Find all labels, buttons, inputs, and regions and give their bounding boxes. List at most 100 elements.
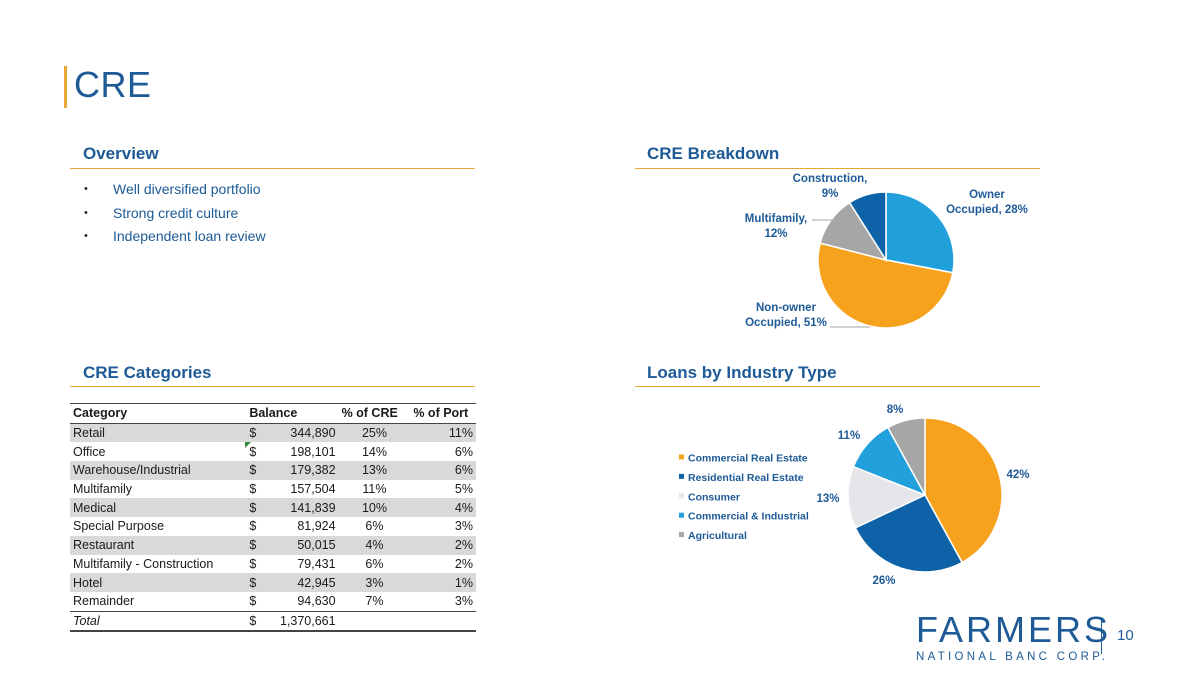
page-title: CRE bbox=[74, 64, 152, 105]
pct-cre-cell: 6% bbox=[365, 519, 384, 534]
bullet-icon: • bbox=[84, 183, 88, 195]
balance-cell: 81,924 bbox=[297, 519, 336, 534]
table-row: Restaurant $50,015 4% 2% bbox=[70, 535, 476, 555]
industry-divider bbox=[635, 386, 1040, 387]
data-label-construction: Construction, 9% bbox=[793, 173, 868, 200]
pie-slice-commercial-real-estate bbox=[924, 417, 1003, 564]
balance-cell: 179,382 bbox=[262, 461, 339, 480]
table-row: Warehouse/Industrial $179,382 13% 6% bbox=[70, 461, 476, 480]
overview-bullet-list: • Well diversified portfolio • Strong cred… bbox=[84, 178, 266, 249]
logo-subtitle: NATIONAL BANC CORP. bbox=[916, 651, 1109, 663]
table-row: Special Purpose $81,924 6% 3% bbox=[70, 517, 476, 536]
categories-divider bbox=[70, 386, 475, 387]
balance-cell: 79,431 bbox=[297, 556, 336, 571]
pct-port-cell: 3% bbox=[454, 594, 473, 609]
total-label-cell: Total bbox=[70, 610, 247, 633]
balance-cell: 198,101 bbox=[290, 444, 336, 459]
pct-port-cell: 1% bbox=[410, 573, 476, 592]
column-header: % of Port bbox=[410, 403, 476, 424]
empty-cell bbox=[410, 610, 476, 633]
table-row: Medical $141,839 10% 4% bbox=[70, 498, 476, 518]
balance-cell: 94,630 bbox=[297, 594, 336, 609]
currency-cell: $ bbox=[249, 482, 257, 497]
data-label-line: 12% bbox=[764, 228, 787, 240]
breakdown-divider bbox=[635, 168, 1040, 169]
data-label-multifamily: Multifamily, 12% bbox=[745, 213, 807, 240]
page-number: 10 bbox=[1117, 627, 1134, 644]
category-cell: Multifamily - Construction bbox=[73, 556, 214, 571]
bullet-text: Well diversified portfolio bbox=[113, 181, 261, 197]
data-label-consumer: 13% bbox=[816, 493, 839, 505]
data-label-non-owner-occupied: Non-owner Occupied, 51% bbox=[745, 302, 827, 329]
legend-label-commercial-and-industrial: Commercial & Industrial bbox=[688, 511, 809, 523]
title-accent-bar bbox=[64, 66, 67, 108]
currency-cell: $ bbox=[246, 535, 263, 555]
balance-cell: 157,504 bbox=[290, 482, 336, 497]
list-item: • Well diversified portfolio bbox=[84, 178, 266, 202]
pie-slice-construction bbox=[848, 191, 887, 263]
balance-cell: 344,890 bbox=[262, 423, 339, 443]
bullet-icon: • bbox=[84, 230, 88, 242]
pct-cre-cell: 25% bbox=[338, 423, 411, 443]
data-label-owner-occupied: Owner Occupied, 28% bbox=[946, 189, 1028, 216]
list-item: • Independent loan review bbox=[84, 225, 266, 249]
legend-swatch-consumer bbox=[679, 493, 684, 499]
category-cell: Multifamily bbox=[73, 482, 133, 497]
pct-cre-cell: 14% bbox=[361, 444, 387, 459]
data-label-line: Owner bbox=[969, 189, 1005, 201]
data-label-agricultural: 8% bbox=[887, 404, 904, 416]
currency-cell: $ bbox=[246, 573, 263, 592]
logo-wordmark: FARMERS bbox=[916, 609, 1112, 650]
currency-cell: $ bbox=[249, 444, 257, 459]
table-header-row: Category Balance % of CRE % of Port bbox=[70, 403, 476, 424]
pct-cre-cell: 6% bbox=[365, 556, 384, 571]
bullet-text: Strong credit culture bbox=[113, 204, 239, 221]
column-header: Balance bbox=[246, 403, 339, 424]
bullet-icon: • bbox=[84, 206, 88, 219]
pct-cre-cell: 11% bbox=[362, 482, 387, 497]
balance-cell: 42,945 bbox=[262, 573, 339, 592]
currency-cell: $ bbox=[249, 594, 257, 609]
currency-cell: $ bbox=[246, 498, 263, 518]
pie-slice-owner-occupied bbox=[885, 191, 955, 274]
farmers-logo: FARMERS NATIONAL BANC CORP. bbox=[916, 609, 1112, 664]
bullet-text: Independent loan review bbox=[113, 228, 266, 244]
category-cell: Restaurant bbox=[70, 535, 247, 555]
pie-slice-agricultural bbox=[886, 417, 926, 496]
balance-cell: 50,015 bbox=[262, 535, 339, 555]
legend-swatch-agricultural bbox=[679, 532, 684, 538]
currency-cell: $ bbox=[246, 423, 263, 443]
table-row: Hotel $42,945 3% 1% bbox=[70, 573, 476, 592]
pct-port-cell: 6% bbox=[454, 444, 473, 459]
pie-slice-residential-real-estate bbox=[854, 494, 964, 573]
category-cell: Retail bbox=[70, 423, 247, 443]
legend-swatch-commercial-real-estate bbox=[679, 454, 684, 460]
pct-port-cell: 4% bbox=[410, 498, 476, 518]
table-row: Remainder $94,630 7% 3% bbox=[70, 592, 476, 611]
pct-port-cell: 3% bbox=[454, 519, 473, 534]
category-cell: Special Purpose bbox=[73, 519, 165, 534]
total-balance-cell: 1,370,661 bbox=[262, 610, 339, 633]
data-label-commercial-and-industrial: 11% bbox=[838, 430, 860, 442]
data-label-residential-real-estate: 26% bbox=[872, 575, 895, 587]
overview-divider bbox=[70, 168, 475, 169]
cell-comment-marker-icon bbox=[245, 442, 251, 448]
currency-cell: $ bbox=[246, 610, 263, 633]
legend-swatch-residential-real-estate bbox=[679, 473, 684, 479]
pct-cre-cell: 13% bbox=[338, 461, 411, 480]
category-cell: Warehouse/Industrial bbox=[70, 461, 247, 480]
empty-cell bbox=[338, 610, 411, 633]
category-cell: Remainder bbox=[73, 594, 135, 609]
column-header: Category bbox=[70, 403, 247, 424]
currency-cell: $ bbox=[249, 556, 257, 571]
legend-swatch-commercial-and-industrial bbox=[679, 512, 684, 518]
pct-port-cell: 11% bbox=[410, 423, 476, 443]
balance-cell: 141,839 bbox=[262, 498, 339, 518]
legend-label-agricultural: Agricultural bbox=[688, 530, 747, 542]
table-row: Multifamily $157,504 11% 5% bbox=[70, 480, 476, 499]
category-cell: Office bbox=[73, 444, 106, 459]
category-cell: Medical bbox=[70, 498, 247, 518]
table-row: Office $198,101 14% 6% bbox=[70, 442, 476, 461]
data-label-line: Occupied, 28% bbox=[946, 204, 1028, 216]
currency-cell: $ bbox=[246, 461, 263, 480]
